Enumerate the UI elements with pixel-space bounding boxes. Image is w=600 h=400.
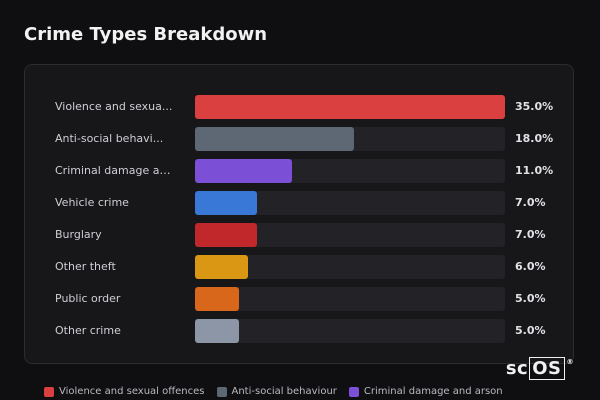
chart-legend: Violence and sexual offences Anti-social … [44, 386, 503, 397]
bar[interactable] [195, 95, 505, 119]
category-label: Other theft [55, 260, 116, 273]
bar-track [195, 319, 505, 343]
bar-row: Vehicle crime 7.0% [25, 191, 575, 215]
category-label: Vehicle crime [55, 196, 129, 209]
category-label: Violence and sexua... [55, 100, 173, 113]
category-label: Public order [55, 292, 121, 305]
value-label: 18.0% [515, 132, 554, 145]
value-label: 35.0% [515, 100, 554, 113]
value-label: 7.0% [515, 228, 546, 241]
logo-prefix: sc [505, 358, 529, 379]
bar[interactable] [195, 159, 292, 183]
bar-track [195, 127, 505, 151]
bar-track [195, 255, 505, 279]
bar-row: Public order 5.0% [25, 287, 575, 311]
chart-title: Crime Types Breakdown [24, 24, 268, 45]
bar-row: Other crime 5.0% [25, 319, 575, 343]
bar-track [195, 159, 505, 183]
bar[interactable] [195, 191, 257, 215]
legend-item[interactable]: Violence and sexual offences [44, 386, 205, 397]
legend-label: Criminal damage and arson [363, 386, 503, 397]
legend-item[interactable]: Anti-social behaviour [216, 386, 337, 397]
legend-label: Violence and sexual offences [59, 386, 205, 397]
category-label: Other crime [55, 324, 121, 337]
legend-swatch [216, 386, 227, 397]
chart-card: Violence and sexua... 35.0% Anti-social be… [24, 64, 574, 364]
bar[interactable] [195, 127, 354, 151]
bar[interactable] [195, 319, 239, 343]
legend-swatch [44, 386, 54, 397]
bar-track [195, 287, 505, 311]
value-label: 5.0% [515, 292, 546, 305]
bar-row: Other theft 6.0% [25, 255, 575, 279]
value-label: 5.0% [515, 324, 546, 337]
bar[interactable] [195, 223, 257, 247]
category-label: Anti-social behavi... [55, 132, 164, 145]
category-label: Criminal damage an... [55, 164, 173, 177]
bar[interactable] [195, 287, 239, 311]
legend-swatch [348, 386, 359, 397]
legend-item[interactable]: Criminal damage and arson [348, 386, 503, 397]
legend-label: Anti-social behaviour [231, 386, 337, 397]
scos-logo: sc OS ® [505, 357, 574, 380]
value-label: 11.0% [515, 164, 554, 177]
bar-track [195, 223, 505, 247]
value-label: 7.0% [515, 196, 546, 209]
logo-registered-mark: ® [566, 358, 574, 366]
bar-track [195, 191, 505, 215]
bar-row: Burglary 7.0% [25, 223, 575, 247]
logo-boxed: OS [529, 357, 565, 380]
bar[interactable] [195, 255, 248, 279]
bar-row: Criminal damage an... 11.0% [25, 159, 575, 183]
bar-row: Violence and sexua... 35.0% [25, 95, 575, 119]
value-label: 6.0% [515, 260, 546, 273]
bar-track [195, 95, 505, 119]
category-label: Burglary [55, 228, 102, 241]
bar-row: Anti-social behavi... 18.0% [25, 127, 575, 151]
